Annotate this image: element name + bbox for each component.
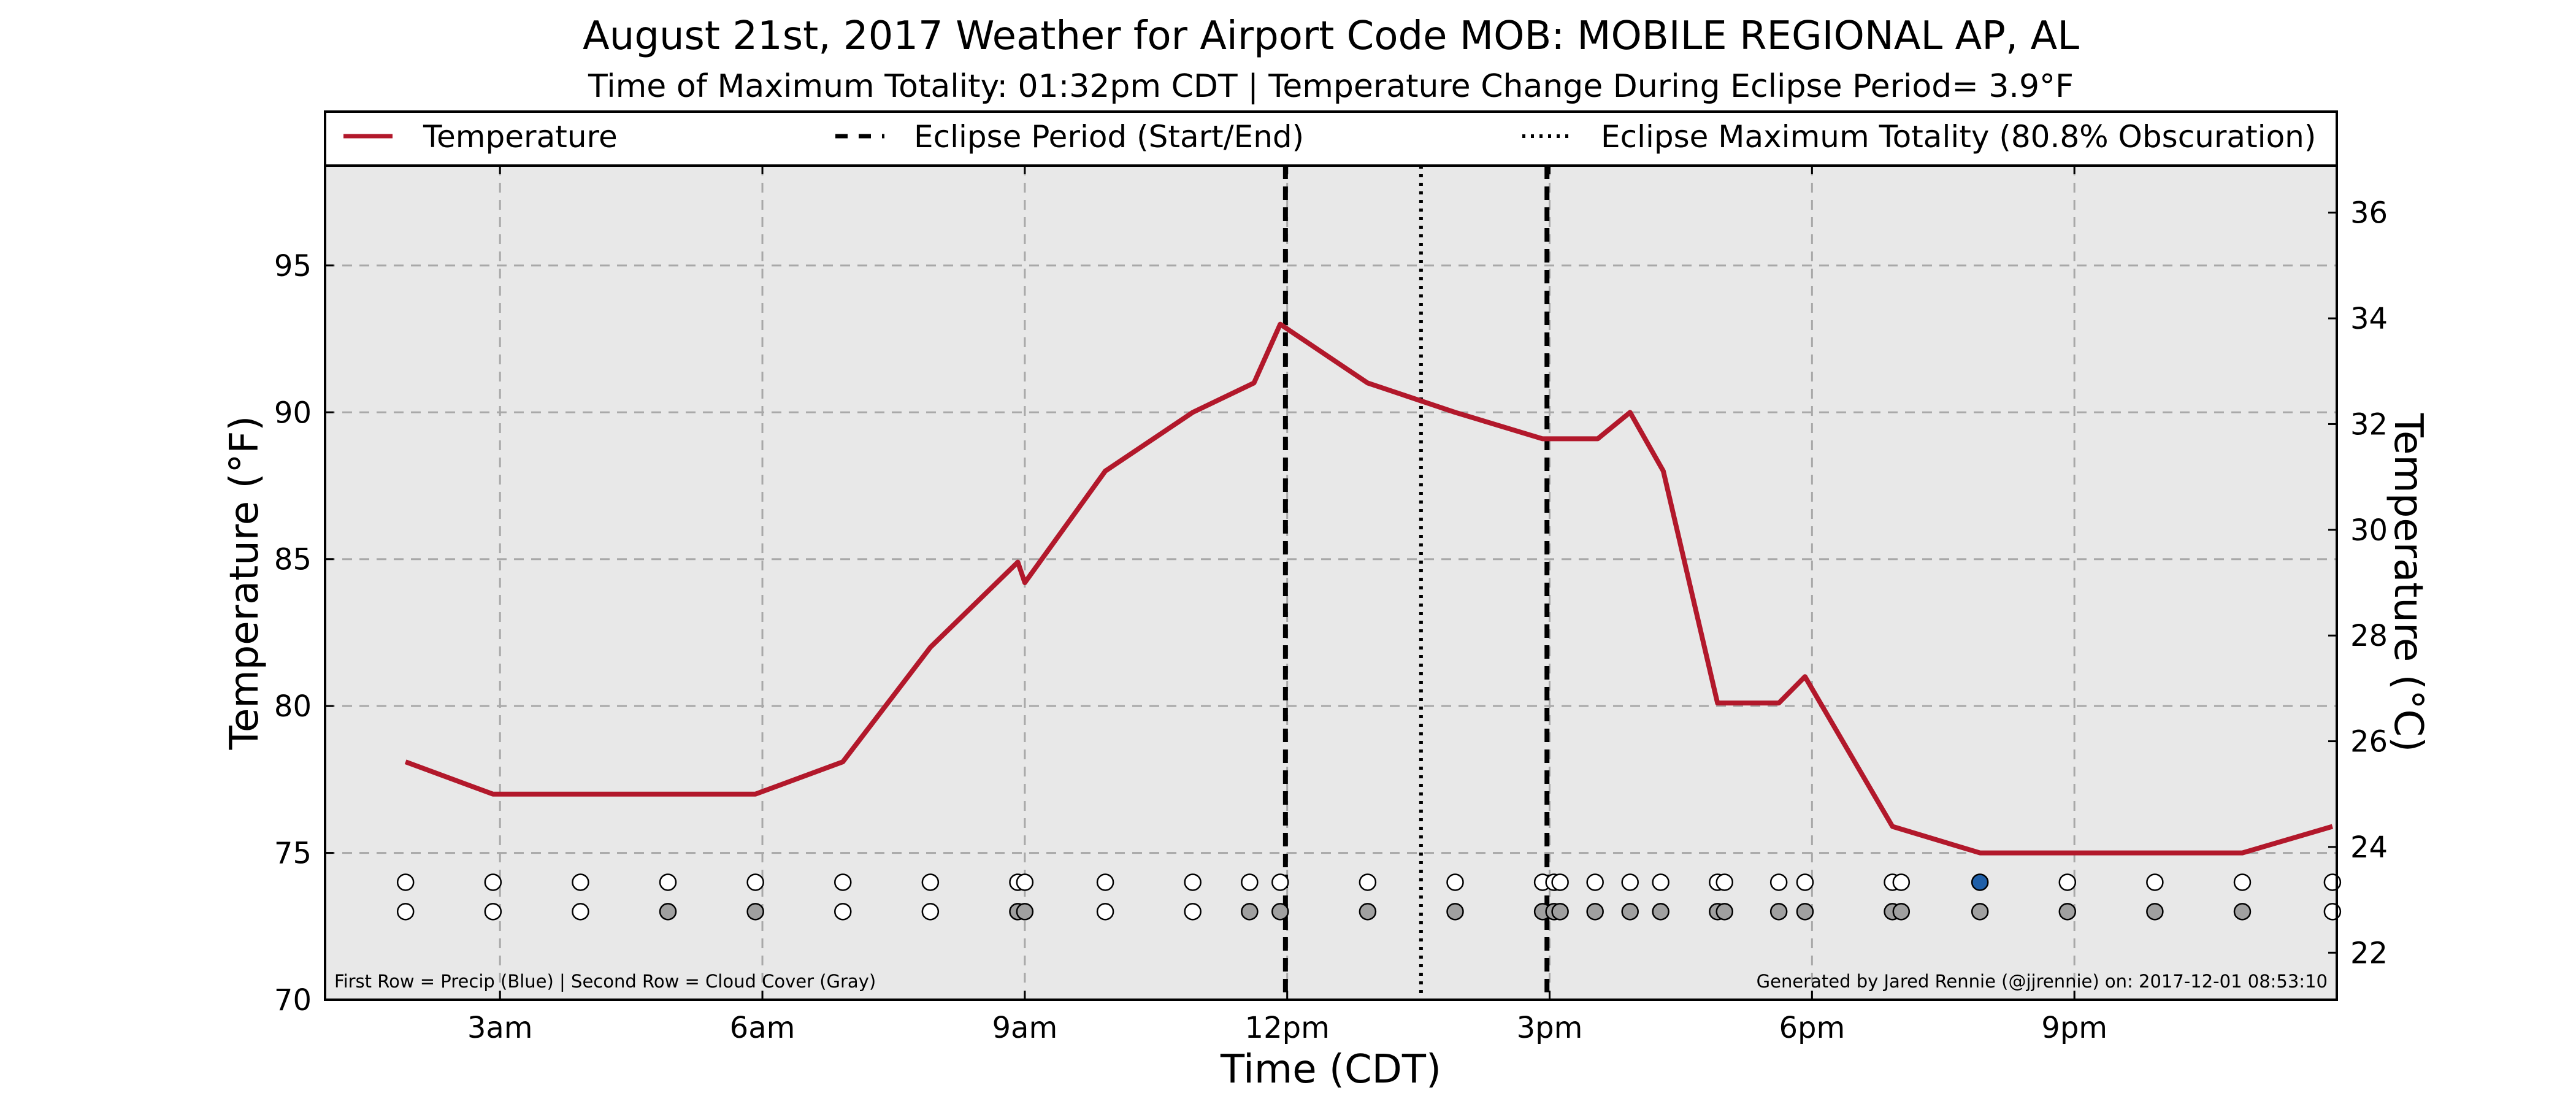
plot-area <box>325 166 2337 1000</box>
x-tick-label: 12pm <box>1245 1011 1330 1045</box>
cloud-cover-dot <box>1551 903 1569 921</box>
precip-dot <box>1715 873 1733 891</box>
y-tick-label: 95 <box>274 249 312 283</box>
y-tick-label: 80 <box>274 689 312 724</box>
cloud-cover-dot <box>2233 903 2252 921</box>
y-axis-label-right: Temperature (°C) <box>2385 413 2431 752</box>
cloud-cover-dot <box>834 903 852 921</box>
weather-dots <box>396 873 2342 921</box>
x-tick-label: 6pm <box>1779 1011 1845 1045</box>
cloud-cover-dot <box>1769 903 1788 921</box>
cloud-cover-dot <box>1586 903 1604 921</box>
y-right-tick-label: 26 <box>2350 725 2388 759</box>
eclipse-lines <box>1282 166 1550 1000</box>
precip-dot <box>1016 873 1034 891</box>
y-right-tick-label: 22 <box>2350 936 2388 970</box>
precip-dot <box>2233 873 2252 891</box>
precip-dot <box>1586 873 1604 891</box>
cloud-cover-dot <box>396 903 415 921</box>
legend: Temperature Eclipse Period (Start/End) E… <box>343 119 2316 155</box>
cloud-cover-dot <box>484 903 502 921</box>
cloud-cover-dot <box>1241 903 1259 921</box>
precip-dot <box>1446 873 1464 891</box>
cloud-cover-dot <box>1796 903 1814 921</box>
axis-ticks: 3am 6am 9am 12pm 3pm 6pm 9pm 70 75 80 85 90 95 22 24 26… <box>274 166 2388 1045</box>
precip-dot <box>572 873 589 891</box>
cloud-cover-dot <box>1184 903 1202 921</box>
y-right-tick-label: 28 <box>2350 619 2388 653</box>
chart-subtitle: Time of Maximum Totality: 01:32pm CDT | … <box>588 68 2074 105</box>
x-tick-label: 3pm <box>1517 1011 1583 1045</box>
precip-dot <box>1096 873 1114 891</box>
precip-dot <box>1184 873 1202 891</box>
cloud-cover-dot <box>921 903 940 921</box>
y-tick-label: 70 <box>274 983 312 1018</box>
legend-box <box>324 110 2338 167</box>
footnote-right: Generated by Jared Rennie (@jjrennie) on… <box>1757 971 2328 992</box>
y-right-tick-label: 32 <box>2350 407 2388 442</box>
precip-dot <box>2058 873 2077 891</box>
precip-dot <box>396 873 415 891</box>
legend-label-max-totality: Eclipse Maximum Totality (80.8% Obscurat… <box>1601 119 2316 155</box>
cloud-cover-dot <box>2146 903 2164 921</box>
cloud-cover-dot <box>1715 903 1733 921</box>
x-axis-label: Time (CDT) <box>1220 1047 1441 1092</box>
precip-dot <box>1769 873 1788 891</box>
y-right-tick-label: 36 <box>2350 196 2388 231</box>
footnote-left: First Row = Precip (Blue) | Second Row =… <box>334 971 876 992</box>
cloud-cover-dot <box>1359 903 1377 921</box>
precip-dot <box>921 873 940 891</box>
y-right-tick-label: 30 <box>2350 513 2388 548</box>
precip-dot <box>834 873 852 891</box>
precip-dot <box>659 873 677 891</box>
cloud-cover-dot <box>1621 903 1639 921</box>
y-tick-label: 75 <box>274 837 312 871</box>
y-right-tick-label: 34 <box>2350 302 2388 336</box>
cloud-cover-dot <box>746 903 764 921</box>
legend-label-temperature: Temperature <box>423 119 618 155</box>
plot-frame <box>324 164 2338 1001</box>
precip-dot <box>1621 873 1639 891</box>
y-axis-label-left: Temperature (°F) <box>222 416 267 751</box>
y-tick-label: 85 <box>274 543 312 577</box>
precip-dot <box>1271 873 1289 891</box>
precip-dot <box>484 873 502 891</box>
cloud-cover-dot <box>572 903 589 921</box>
cloud-cover-dot <box>1096 903 1114 921</box>
cloud-cover-dot <box>1652 903 1669 921</box>
cloud-cover-dot <box>1016 903 1034 921</box>
temperature-line <box>404 321 2334 856</box>
precip-dot <box>1892 873 1911 891</box>
precip-dot <box>1359 873 1377 891</box>
grid <box>325 166 2337 1000</box>
series <box>404 321 2334 856</box>
precip-dot <box>1796 873 1814 891</box>
y-tick-label: 90 <box>274 396 312 430</box>
cloud-cover-dot <box>2058 903 2077 921</box>
precip-dot <box>1652 873 1669 891</box>
chart-title: August 21st, 2017 Weather for Airport Co… <box>583 13 2079 59</box>
y-right-tick-label: 24 <box>2350 830 2388 865</box>
precip-dot <box>1241 873 1259 891</box>
precip-dot <box>1551 873 1569 891</box>
x-tick-label: 3am <box>467 1011 533 1045</box>
x-tick-label: 9pm <box>2041 1011 2107 1045</box>
x-tick-label: 6am <box>730 1011 795 1045</box>
cloud-cover-dot <box>1446 903 1464 921</box>
precip-dot <box>1971 873 1989 891</box>
cloud-cover-dot <box>659 903 677 921</box>
cloud-cover-dot <box>1892 903 1911 921</box>
cloud-cover-dot <box>1971 903 1989 921</box>
precip-dot <box>746 873 764 891</box>
x-tick-label: 9am <box>992 1011 1058 1045</box>
precip-dot <box>2146 873 2164 891</box>
cloud-cover-dot <box>1271 903 1289 921</box>
legend-label-eclipse-period: Eclipse Period (Start/End) <box>914 119 1304 155</box>
